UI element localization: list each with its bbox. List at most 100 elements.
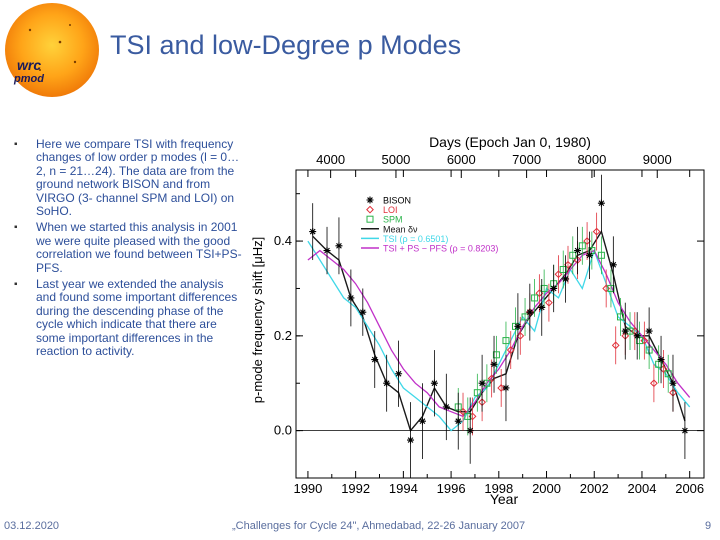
bison-point xyxy=(609,261,617,269)
loi-point xyxy=(611,341,620,350)
x-tick-label: 1994 xyxy=(389,481,418,496)
bison-point xyxy=(550,284,558,292)
bison-point xyxy=(395,370,403,378)
bison-point xyxy=(383,379,391,387)
series-line-tsi-ps xyxy=(307,249,691,418)
bison-point xyxy=(359,308,367,316)
loi-point xyxy=(459,407,467,416)
x2-tick-label: 6000 xyxy=(447,152,476,167)
loi-point xyxy=(554,270,563,279)
bullet-text: When we started this analysis in 2001 we… xyxy=(36,220,242,275)
bison-point xyxy=(323,247,331,255)
bison-point xyxy=(466,427,474,435)
legend-label: TSI (ρ = 0.6501) xyxy=(383,234,448,244)
bison-point xyxy=(669,379,677,387)
plot-layer: 1990 1992 1994 1996 1998 2000 2002 2004 2006 4000… xyxy=(274,152,705,496)
spm-point xyxy=(664,370,672,378)
chart-ylabel: p-mode frequency shift [μHz] xyxy=(250,237,265,403)
slide-title: TSI and low-Degree p Modes xyxy=(110,30,462,60)
legend-label: LOI xyxy=(383,205,398,215)
bison-point xyxy=(645,327,653,335)
spm-point xyxy=(607,284,615,292)
bison-point xyxy=(562,275,570,283)
loi-point xyxy=(592,227,601,236)
spm-point xyxy=(569,251,577,259)
bison-point xyxy=(681,427,689,435)
bullet-text: Last year we extended the analysis and f… xyxy=(36,277,238,359)
loi-point xyxy=(506,346,515,354)
spm-point xyxy=(492,351,500,359)
bison-point xyxy=(514,322,522,330)
legend-label: TSI + PS − PFS (ρ = 0.8203) xyxy=(383,244,498,254)
x-tick-label: 2002 xyxy=(580,481,609,496)
loi-point xyxy=(649,379,658,388)
bison-point xyxy=(418,417,426,425)
x-tick-label: 1990 xyxy=(293,481,322,496)
bison-point xyxy=(407,436,415,444)
spm-point xyxy=(559,266,567,274)
bullet-marker-icon: ▪ xyxy=(14,139,18,150)
legend-label: BISON xyxy=(383,196,411,206)
bison-point xyxy=(657,356,665,364)
loi-point xyxy=(545,298,553,307)
pmod-wrc-logo: wrc pmod xyxy=(5,3,99,97)
spm-point xyxy=(597,251,605,259)
y-tick-label: 0.2 xyxy=(274,328,292,343)
bison-point xyxy=(335,242,343,250)
x2-tick-label: 9000 xyxy=(643,152,672,167)
bison-point xyxy=(478,379,486,387)
loi-point xyxy=(497,384,506,392)
bullet-marker-icon: ▪ xyxy=(14,279,18,291)
x-tick-label: 2006 xyxy=(675,481,704,496)
bullet-item: ▪ Here we compare TSI with frequency cha… xyxy=(14,137,242,219)
x-tick-label: 2000 xyxy=(532,481,561,496)
bison-point xyxy=(347,294,355,302)
footer-page-number: 9 xyxy=(705,520,712,532)
x2-tick-label: 8000 xyxy=(577,152,606,167)
x-tick-label: 1998 xyxy=(484,481,513,496)
bison-point xyxy=(597,199,605,207)
x-tick-label: 2004 xyxy=(628,481,657,496)
chart-background xyxy=(248,128,718,510)
series-line-tsi xyxy=(307,240,691,432)
bullet-item: ▪ When we started this analysis in 2001 … xyxy=(14,221,242,275)
x2-tick-label: 5000 xyxy=(381,152,410,167)
y-tick-label: 0.0 xyxy=(274,423,292,438)
logo-text-pmod: pmod xyxy=(13,73,44,85)
bison-point xyxy=(502,384,510,392)
x2-tick-label: 7000 xyxy=(512,152,541,167)
y-tick-label: 0.4 xyxy=(274,233,292,248)
bison-point xyxy=(442,403,450,411)
bison-point xyxy=(371,356,379,364)
spm-point xyxy=(540,284,548,292)
bullet-list: ▪ Here we compare TSI with frequency cha… xyxy=(14,137,242,362)
bison-point xyxy=(633,332,641,340)
footer-date: 03.12.2020 xyxy=(4,520,60,532)
bullet-marker-icon: ▪ xyxy=(14,222,18,234)
plot-frame xyxy=(295,169,705,479)
frequency-shift-chart: Days (Epoch Jan 0, 1980) Year p-mode fre… xyxy=(248,128,718,510)
spm-point xyxy=(531,294,539,302)
legend-label: SPM xyxy=(383,215,403,225)
bullet-text: Here we compare TSI with frequency chang… xyxy=(36,137,240,219)
bison-point xyxy=(538,303,546,311)
chart-x2label: Days (Epoch Jan 0, 1980) xyxy=(429,134,591,150)
spm-point xyxy=(578,242,586,250)
spm-point xyxy=(502,337,510,345)
sun-icon xyxy=(5,3,99,97)
logo-text-wrc: wrc xyxy=(17,57,41,73)
spm-point xyxy=(616,313,624,321)
x-tick-label: 1996 xyxy=(437,481,466,496)
footer-event: „Challenges for Cycle 24", Ahmedabad, 22… xyxy=(232,520,526,532)
x2-tick-label: 4000 xyxy=(316,152,345,167)
bison-point xyxy=(454,417,462,425)
spm-point xyxy=(473,389,481,397)
bison-point xyxy=(526,308,534,316)
bison-point xyxy=(585,251,593,259)
bison-point xyxy=(574,247,582,255)
legend-label: Mean δν xyxy=(383,224,418,234)
x-tick-label: 1992 xyxy=(341,481,370,496)
bison-point xyxy=(621,327,629,335)
chart-xlabel: Year xyxy=(490,491,519,507)
